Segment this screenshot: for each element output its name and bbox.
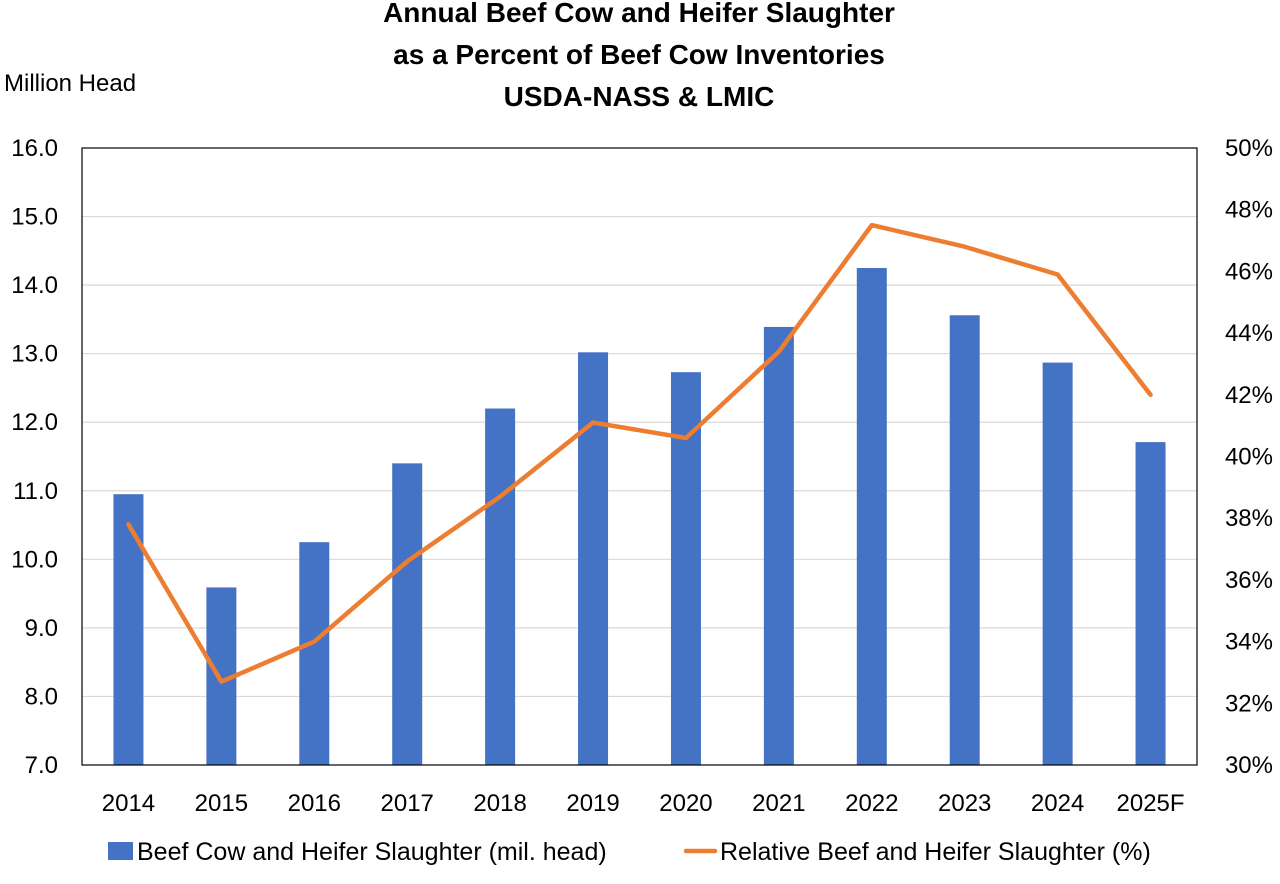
right-tick-label: 34% bbox=[1225, 629, 1273, 656]
bar bbox=[299, 542, 330, 765]
right-tick-label: 46% bbox=[1225, 258, 1273, 285]
legend-label-bars: Beef Cow and Heifer Slaughter (mil. head… bbox=[137, 838, 607, 866]
x-tick-label: 2025F bbox=[1117, 790, 1185, 817]
left-tick-label: 13.0 bbox=[11, 341, 58, 368]
bar bbox=[113, 494, 144, 765]
bar bbox=[485, 408, 516, 765]
right-tick-label: 36% bbox=[1225, 567, 1273, 594]
x-tick-label: 2018 bbox=[473, 790, 526, 817]
legend-bar-swatch bbox=[108, 842, 133, 860]
legend: Beef Cow and Heifer Slaughter (mil. head… bbox=[108, 838, 1151, 866]
bar bbox=[1042, 362, 1073, 765]
x-axis-ticks: 2014 2015 2016 2017 2018 2019 2020 2021 2022 2023… bbox=[102, 790, 1185, 817]
x-tick-label: 2024 bbox=[1031, 790, 1084, 817]
left-tick-label: 15.0 bbox=[11, 204, 58, 231]
x-tick-label: 2020 bbox=[659, 790, 712, 817]
series-line bbox=[126, 222, 1153, 684]
gridlines bbox=[82, 215, 1197, 698]
right-tick-label: 48% bbox=[1225, 197, 1273, 224]
left-tick-label: 7.0 bbox=[25, 752, 58, 779]
right-tick-label: 38% bbox=[1225, 505, 1273, 532]
right-tick-label: 44% bbox=[1225, 320, 1273, 347]
chart-title-line: as a Percent of Beef Cow Inventories bbox=[393, 39, 885, 70]
x-tick-label: 2023 bbox=[938, 790, 991, 817]
bar bbox=[856, 267, 887, 765]
left-tick-label: 14.0 bbox=[11, 272, 58, 299]
right-tick-label: 40% bbox=[1225, 444, 1273, 471]
chart-title-line: Annual Beef Cow and Heifer Slaughter bbox=[383, 0, 895, 28]
right-tick-label: 30% bbox=[1225, 752, 1273, 779]
right-tick-label: 50% bbox=[1225, 135, 1273, 162]
line-series bbox=[126, 222, 1153, 684]
bar bbox=[392, 463, 423, 765]
x-tick-label: 2016 bbox=[288, 790, 341, 817]
y-axis-title: Million Head bbox=[4, 70, 136, 97]
x-tick-label: 2021 bbox=[752, 790, 805, 817]
left-tick-label: 16.0 bbox=[11, 135, 58, 162]
legend-label-line: Relative Beef and Heifer Slaughter (%) bbox=[720, 838, 1151, 866]
x-tick-label: 2017 bbox=[381, 790, 434, 817]
x-tick-label: 2022 bbox=[845, 790, 898, 817]
bar bbox=[763, 326, 794, 765]
right-axis-ticks: 30% 32% 34% 36% 38% 40% 42% 44% 46% 48% 50% bbox=[1225, 135, 1273, 779]
left-tick-label: 12.0 bbox=[11, 409, 58, 436]
left-tick-label: 11.0 bbox=[13, 478, 58, 505]
left-tick-label: 9.0 bbox=[25, 615, 58, 642]
bar bbox=[949, 315, 980, 765]
chart-title: Annual Beef Cow and Heifer Slaughter as a… bbox=[383, 0, 895, 112]
x-tick-label: 2014 bbox=[102, 790, 155, 817]
right-tick-label: 42% bbox=[1225, 382, 1273, 409]
left-tick-label: 10.0 bbox=[11, 546, 58, 573]
plot-area-frame bbox=[81, 147, 1198, 766]
bar bbox=[578, 352, 609, 765]
bar-series bbox=[113, 267, 1166, 765]
left-axis-ticks: 7.0 8.0 9.0 10.0 11.0 12.0 13.0 14.0 15.0 16.0 bbox=[11, 135, 58, 779]
x-tick-label: 2015 bbox=[195, 790, 248, 817]
bar bbox=[1135, 442, 1166, 765]
x-tick-label: 2019 bbox=[566, 790, 619, 817]
chart-title-line: USDA-NASS & LMIC bbox=[504, 81, 775, 112]
left-tick-label: 8.0 bbox=[25, 683, 58, 710]
right-tick-label: 32% bbox=[1225, 690, 1273, 717]
